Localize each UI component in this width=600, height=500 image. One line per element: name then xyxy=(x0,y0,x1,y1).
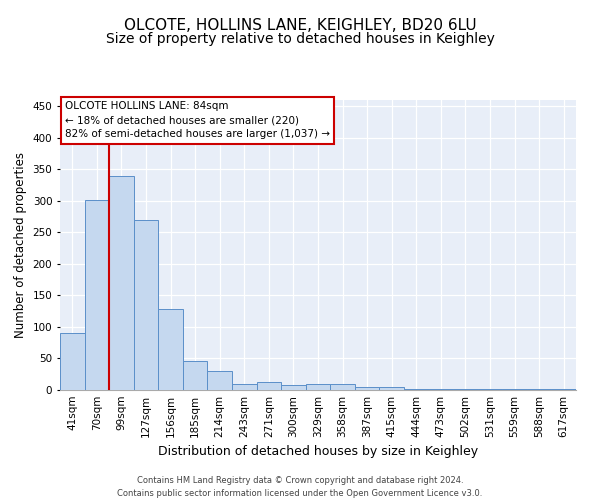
Y-axis label: Number of detached properties: Number of detached properties xyxy=(14,152,27,338)
Bar xyxy=(60,334,85,390)
Text: OLCOTE HOLLINS LANE: 84sqm
← 18% of detached houses are smaller (220)
82% of sem: OLCOTE HOLLINS LANE: 84sqm ← 18% of deta… xyxy=(65,102,330,140)
Bar xyxy=(232,384,257,390)
Text: Size of property relative to detached houses in Keighley: Size of property relative to detached ho… xyxy=(106,32,494,46)
Bar xyxy=(355,388,379,390)
Bar xyxy=(158,310,183,390)
Bar xyxy=(306,384,330,390)
Bar xyxy=(379,388,404,390)
Bar xyxy=(404,388,428,390)
Bar xyxy=(551,388,576,390)
Bar xyxy=(330,384,355,390)
Bar xyxy=(134,220,158,390)
Bar xyxy=(85,200,109,390)
Bar xyxy=(183,361,208,390)
Text: Contains HM Land Registry data © Crown copyright and database right 2024.
Contai: Contains HM Land Registry data © Crown c… xyxy=(118,476,482,498)
Bar xyxy=(257,382,281,390)
Bar xyxy=(428,388,453,390)
Bar xyxy=(208,371,232,390)
Text: OLCOTE, HOLLINS LANE, KEIGHLEY, BD20 6LU: OLCOTE, HOLLINS LANE, KEIGHLEY, BD20 6LU xyxy=(124,18,476,32)
Bar xyxy=(281,385,306,390)
Bar xyxy=(109,176,134,390)
Bar xyxy=(478,388,502,390)
Bar xyxy=(527,388,551,390)
X-axis label: Distribution of detached houses by size in Keighley: Distribution of detached houses by size … xyxy=(158,446,478,458)
